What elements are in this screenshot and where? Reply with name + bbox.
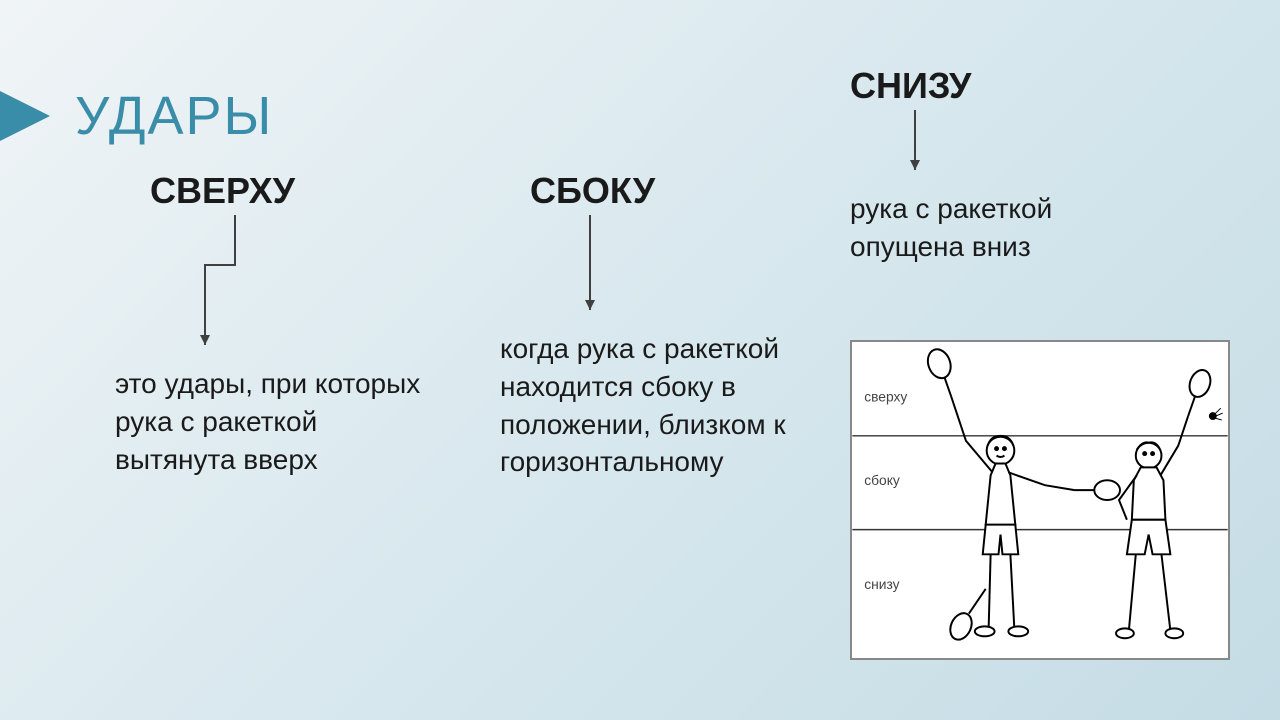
desc-snizu: рука с ракеткой опущена вниз — [850, 190, 1150, 266]
desc-sboku: когда рука с ракеткой находится сбоку в … — [500, 330, 840, 481]
figure-2 — [1116, 367, 1223, 638]
arrow-sverhu — [195, 215, 255, 355]
title-bar: УДАРЫ — [0, 85, 273, 147]
title-triangle-icon — [0, 91, 50, 141]
arrow-snizu — [900, 110, 930, 180]
illustration-figure: сверху сбоку снизу — [850, 340, 1230, 660]
main-title: УДАРЫ — [75, 85, 273, 147]
heading-snizu: СНИЗУ — [850, 65, 971, 107]
zone-label-snizu: снизу — [864, 576, 899, 592]
heading-sboku: СБОКУ — [530, 170, 655, 212]
zone-label-sboku: сбоку — [864, 472, 900, 488]
desc-sverhu: это удары, при которых рука с ракеткой в… — [115, 365, 425, 478]
figure-1 — [924, 346, 1120, 643]
heading-sverhu: СВЕРХУ — [150, 170, 295, 212]
zone-label-sverhu: сверху — [864, 388, 907, 404]
arrow-sboku — [575, 215, 605, 320]
